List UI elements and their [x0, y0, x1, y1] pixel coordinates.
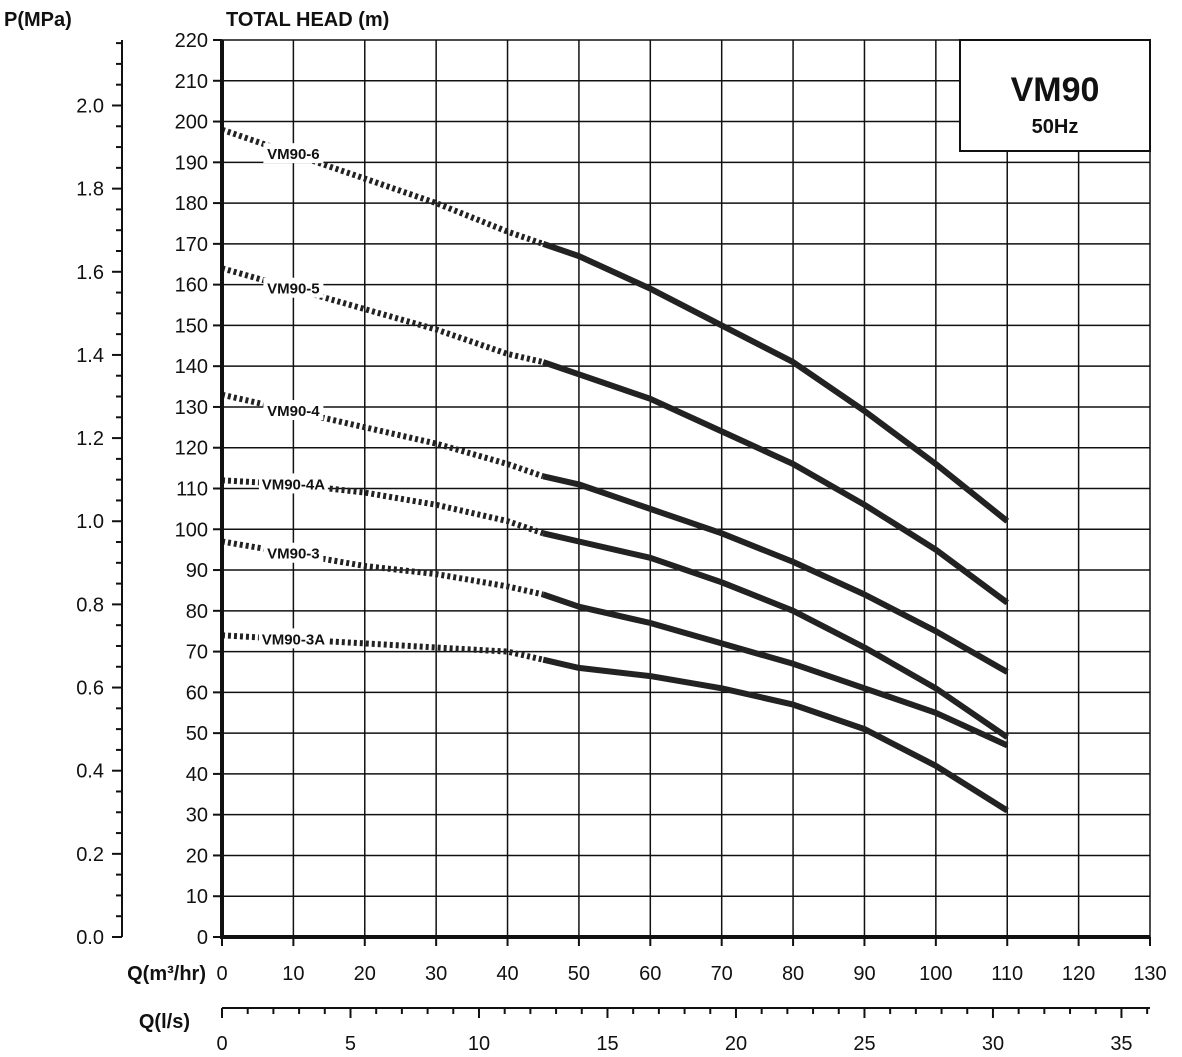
model-title: VM90 [1011, 71, 1100, 109]
x-tick-label: 50 [568, 963, 590, 985]
y-tick-label: 20 [186, 845, 208, 867]
pressure-tick-label: 1.2 [76, 428, 104, 450]
pressure-tick-label: 2.0 [76, 95, 104, 117]
x-tick-label: 40 [496, 963, 518, 985]
x-tick-label: 0 [216, 963, 227, 985]
y-tick-label: 190 [175, 152, 208, 174]
pressure-tick-label: 0.2 [76, 844, 104, 866]
y-tick-label: 50 [186, 723, 208, 745]
curve-label-bg [263, 143, 324, 164]
head-axis-title: TOTAL HEAD (m) [226, 9, 389, 31]
y-tick-label: 170 [175, 234, 208, 256]
curve-label: VM90-4A [262, 476, 326, 493]
ls-tick-label: 25 [853, 1033, 875, 1055]
curve-label-bg [263, 542, 324, 563]
x-tick-label: 20 [354, 963, 376, 985]
x-tick-label: 10 [282, 963, 304, 985]
pressure-tick-label: 1.4 [76, 345, 104, 367]
x-tick-label: 80 [782, 963, 804, 985]
pressure-tick-label: 0.6 [76, 678, 104, 700]
y-tick-label: 40 [186, 764, 208, 786]
y-tick-label: 30 [186, 805, 208, 827]
ls-tick-label: 10 [468, 1033, 490, 1055]
pressure-axis-title: P(MPa) [4, 9, 72, 31]
frequency-label: 50Hz [1032, 116, 1079, 138]
x-tick-label: 90 [853, 963, 875, 985]
y-tick-label: 100 [175, 519, 208, 541]
y-tick-label: 150 [175, 315, 208, 337]
y-tick-label: 200 [175, 112, 208, 134]
y-tick-label: 220 [175, 30, 208, 52]
y-tick-label: 140 [175, 356, 208, 378]
grid [221, 39, 1151, 938]
y-tick-label: 60 [186, 682, 208, 704]
curve-solid-vm90-4 [542, 473, 1009, 675]
x-tick-label: 110 [991, 963, 1023, 985]
y-tick-label: 210 [175, 71, 208, 93]
curve-label: VM90-3 [267, 546, 320, 563]
y-tick-label: 130 [175, 397, 208, 419]
y-tick-label: 0 [197, 927, 208, 949]
curve-solid-vm90-3a [542, 656, 1009, 814]
ls-tick-label: 15 [596, 1033, 618, 1055]
curve-label-bg [263, 400, 324, 421]
x-tick-label: 100 [919, 963, 952, 985]
x-tick-label: 70 [711, 963, 733, 985]
flow-ls-axis-title: Q(l/s) [139, 1011, 190, 1033]
curve-label: VM90-3A [262, 631, 326, 648]
axes: 0 10 20 30 40 50 60 70 80 90 100 110 120 130010203040… [76, 30, 1167, 1055]
curve-label-bg [258, 628, 328, 649]
pressure-tick-label: 0.4 [76, 761, 104, 783]
curve-solid-vm90-5 [542, 359, 1009, 606]
curve-solid-vm90-6 [542, 241, 1010, 524]
y-tick-label: 10 [186, 886, 208, 908]
curve-label-bg [258, 473, 328, 494]
curve-solid-vm90-4a [542, 530, 1009, 740]
pressure-tick-label: 1.6 [76, 262, 104, 284]
x-tick-label: 60 [639, 963, 661, 985]
flow-m3-axis-title: Q(m³/hr) [127, 963, 206, 985]
curve-label-bg [263, 277, 324, 298]
pressure-tick-label: 1.8 [76, 179, 104, 201]
model-box [959, 39, 1151, 152]
ls-tick-label: 0 [216, 1033, 227, 1055]
ls-tick-label: 20 [725, 1033, 747, 1055]
ls-tick-label: 30 [982, 1033, 1004, 1055]
curve-label: VM90-4 [267, 403, 320, 420]
pressure-tick-label: 0.0 [76, 927, 104, 949]
ls-tick-label: 5 [345, 1033, 356, 1055]
curve-label: VM90-6 [267, 146, 320, 163]
y-tick-label: 80 [186, 601, 208, 623]
x-tick-label: 30 [425, 963, 447, 985]
pressure-tick-label: 1.0 [76, 511, 104, 533]
x-tick-label: 120 [1062, 963, 1095, 985]
y-tick-label: 110 [176, 479, 208, 501]
curve-solid-vm90-3 [542, 591, 1009, 749]
y-tick-label: 160 [175, 275, 208, 297]
curve-label: VM90-5 [267, 281, 320, 298]
curves: VM90-6 VM90-5 VM90-4 VM90-4A VM90-3 VM90-3A [221, 126, 1010, 814]
ls-tick-label: 35 [1110, 1033, 1132, 1055]
y-tick-label: 90 [186, 560, 208, 582]
curve-dotted-vm90-4a [221, 477, 545, 537]
pressure-tick-label: 0.8 [76, 594, 104, 616]
y-tick-label: 70 [186, 642, 208, 664]
y-tick-label: 120 [175, 438, 208, 460]
y-tick-label: 180 [175, 193, 208, 215]
x-tick-label: 130 [1133, 963, 1166, 985]
